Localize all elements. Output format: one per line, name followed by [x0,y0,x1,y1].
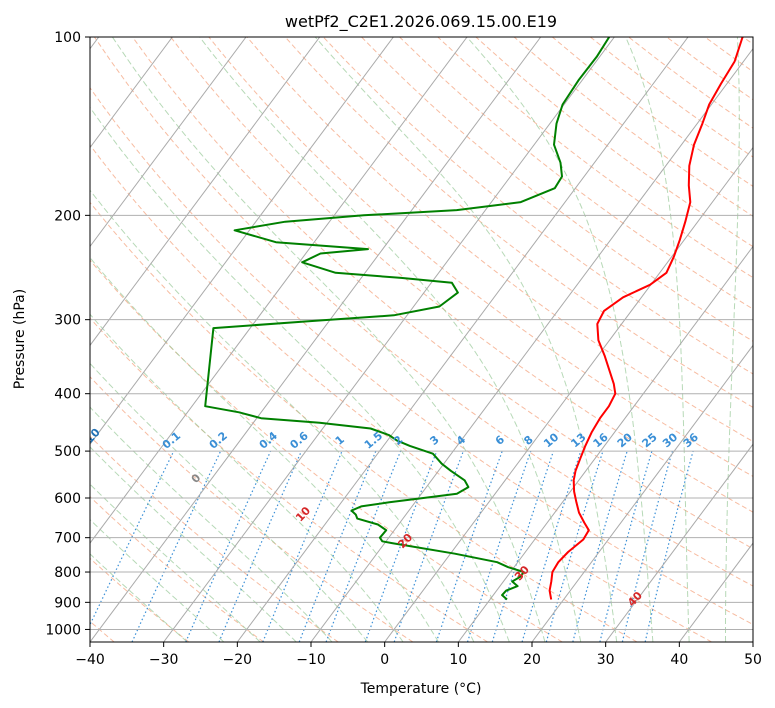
dry-adiabat-label: -20 [0,394,15,418]
moist-adiabats [90,37,740,642]
x-tick-label: −10 [296,652,326,668]
dry-adiabat-13 [90,86,753,626]
y-tick-label: 800 [54,565,81,581]
x-tick-label: 30 [597,652,615,668]
dry-adiabat-22 [399,37,753,310]
dry-adiabat-7 [90,435,339,642]
mixing-ratio-line-7 [364,450,438,642]
dewpoint-line [204,37,611,601]
moist-adiabat-5 [90,362,369,642]
isotherm-12 [163,37,615,642]
mixing-ratio-line-14 [572,450,628,642]
moist-adiabat-4 [90,406,333,642]
isotherm-7 [90,37,247,248]
moist-adiabat-2 [90,483,261,642]
isotherm-11 [90,37,542,642]
isotherm-13 [236,37,689,642]
dry-adiabat-21 [361,37,753,342]
mixing-ratio-line-3 [218,450,302,642]
isotherm-16 [457,245,753,642]
x-tick-label: 20 [523,652,541,668]
moist-adiabat-0 [90,553,188,642]
moist-adiabat-10 [111,37,546,642]
moist-adiabat-3 [90,446,297,642]
moist-adiabat-9 [90,106,510,642]
mixing-ratio-line-12 [521,450,582,642]
isotherm-10 [90,37,468,544]
y-tick-label: 400 [54,387,81,403]
moist-adiabat-14 [625,37,690,642]
mixing-ratio-line-10 [466,450,532,642]
mixing-ratio-line-6 [325,450,402,642]
x-tick-label: 50 [744,652,762,668]
isotherm-17 [531,344,753,642]
x-axis-label: Temperature (°C) [360,681,482,697]
y-tick-label: 600 [54,491,81,507]
moist-adiabat-13 [466,37,654,642]
isotherm-9 [90,37,394,446]
mixing-ratio-line-4 [262,450,343,642]
isotherm-20 [752,641,753,642]
isotherm-8 [90,37,321,347]
dry-adiabat-11 [90,201,638,642]
x-tick-label: −20 [223,652,253,668]
mixing-ratio-line-13 [545,450,604,642]
dry-adiabat-10 [90,259,563,642]
x-axis-ticks: −40 −30 −20 −10 0 10 20 30 40 50 [75,642,762,668]
y-tick-label: 300 [54,313,81,329]
isotherm-18 [605,443,753,642]
pressure-gridlines [90,37,753,630]
temperature-line [548,37,744,600]
dry-adiabat-18 [246,37,753,443]
moist-adiabat-6 [90,313,404,642]
moist-adiabat-15 [725,37,740,642]
x-tick-label: −30 [149,652,179,668]
dry-adiabat-9 [90,317,488,642]
chart-title: wetPf2_C2E1.2026.069.15.00.E19 [285,12,557,32]
x-tick-label: 10 [449,652,467,668]
mixing-ratio-line-9 [435,450,503,642]
y-tick-label: 100 [54,30,81,46]
isotherm-6 [90,37,173,149]
moist-adiabat-11 [199,37,582,642]
y-tick-label: 200 [54,208,81,224]
isotherm-15 [384,146,753,642]
x-tick-label: −40 [75,652,105,668]
mixing-ratio-line-16 [621,450,673,642]
y-tick-label: 700 [54,531,81,547]
dry-adiabat-12 [90,144,712,642]
profile-lines [204,37,744,601]
dry-adiabats [90,37,753,642]
y-axis-label: Pressure (hPa) [12,289,28,389]
mixing-ratio-line-15 [599,450,653,642]
dry-adiabat-5 [90,557,190,642]
mixing-ratio-line-11 [491,450,555,642]
mixing-ratio-line-2 [185,450,272,642]
x-tick-label: 40 [670,652,688,668]
dry-adiabat-16 [170,37,753,513]
y-tick-label: 1000 [45,622,81,638]
y-tick-label: 900 [54,595,81,611]
moist-adiabat-12 [314,37,618,642]
isotherms [90,37,753,642]
plot-frame [89,36,754,643]
x-tick-label: 0 [380,652,389,668]
moist-adiabat-7 [90,256,439,642]
y-axis-ticks: 100 200 300 400 500 600 700 800 900 1000 [45,30,90,638]
moist-adiabat-8 [90,189,475,642]
dry-adiabat-19 [284,37,753,408]
mixing-ratio-line-5 [298,450,377,642]
y-tick-label: 500 [54,444,81,460]
